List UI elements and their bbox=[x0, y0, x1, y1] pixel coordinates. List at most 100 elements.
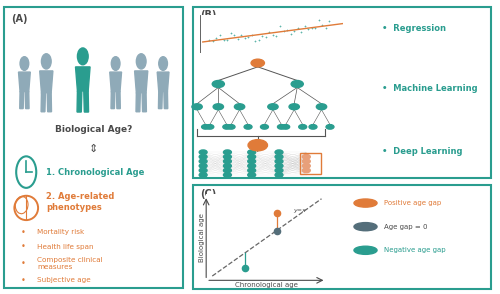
Circle shape bbox=[248, 173, 256, 177]
Point bbox=[272, 228, 280, 233]
Polygon shape bbox=[164, 91, 168, 108]
Circle shape bbox=[199, 159, 207, 163]
Point bbox=[280, 29, 287, 34]
Point bbox=[209, 39, 217, 44]
Circle shape bbox=[192, 104, 202, 110]
Polygon shape bbox=[41, 93, 46, 112]
Polygon shape bbox=[134, 71, 148, 93]
Circle shape bbox=[326, 125, 334, 129]
Text: ⇕: ⇕ bbox=[89, 144, 99, 154]
Polygon shape bbox=[76, 67, 90, 91]
Circle shape bbox=[248, 159, 256, 163]
Point bbox=[223, 37, 231, 42]
Circle shape bbox=[224, 173, 232, 177]
Point bbox=[290, 29, 298, 33]
Point bbox=[300, 24, 308, 29]
Text: •: • bbox=[21, 259, 25, 268]
Point bbox=[237, 33, 245, 37]
Point bbox=[297, 30, 305, 34]
Text: Positive age gap: Positive age gap bbox=[384, 200, 441, 206]
Circle shape bbox=[309, 125, 317, 129]
Point bbox=[226, 31, 234, 36]
Text: •: • bbox=[21, 228, 25, 237]
Circle shape bbox=[199, 173, 207, 177]
Point bbox=[241, 266, 249, 271]
Polygon shape bbox=[40, 71, 53, 93]
Circle shape bbox=[291, 81, 304, 88]
Text: Negative age gap: Negative age gap bbox=[384, 247, 446, 253]
Circle shape bbox=[199, 155, 207, 159]
Point bbox=[272, 34, 280, 39]
Polygon shape bbox=[110, 72, 122, 91]
Circle shape bbox=[213, 104, 224, 110]
Circle shape bbox=[275, 150, 283, 155]
Text: Mortality risk: Mortality risk bbox=[37, 229, 84, 235]
FancyBboxPatch shape bbox=[192, 185, 492, 290]
Circle shape bbox=[268, 104, 278, 110]
Circle shape bbox=[316, 104, 326, 110]
Text: Health life span: Health life span bbox=[37, 244, 94, 250]
Circle shape bbox=[224, 155, 232, 159]
Circle shape bbox=[251, 59, 264, 67]
Circle shape bbox=[302, 168, 310, 173]
Point bbox=[276, 24, 284, 29]
Point bbox=[212, 36, 220, 41]
Circle shape bbox=[354, 199, 377, 207]
Point bbox=[216, 33, 224, 37]
Point bbox=[308, 25, 316, 30]
FancyBboxPatch shape bbox=[4, 7, 183, 288]
Polygon shape bbox=[111, 91, 115, 108]
Text: Age gap = 0: Age gap = 0 bbox=[384, 224, 427, 230]
Point bbox=[272, 211, 280, 216]
Circle shape bbox=[224, 163, 232, 168]
Point bbox=[322, 26, 330, 31]
Circle shape bbox=[224, 168, 232, 173]
Y-axis label: Biological age: Biological age bbox=[199, 213, 205, 262]
Circle shape bbox=[227, 125, 235, 129]
Circle shape bbox=[278, 125, 285, 129]
Point bbox=[255, 38, 263, 42]
Text: (B): (B) bbox=[200, 10, 216, 20]
Circle shape bbox=[202, 125, 209, 129]
Text: 1. Chronological Age: 1. Chronological Age bbox=[46, 168, 144, 177]
FancyBboxPatch shape bbox=[192, 7, 492, 178]
Point bbox=[294, 26, 302, 31]
Text: •  Regression: • Regression bbox=[382, 24, 446, 33]
Text: 2. Age-related
phenotypes: 2. Age-related phenotypes bbox=[46, 192, 114, 212]
Circle shape bbox=[199, 168, 207, 173]
Circle shape bbox=[260, 125, 268, 129]
Circle shape bbox=[112, 57, 120, 70]
Circle shape bbox=[248, 140, 268, 151]
Polygon shape bbox=[20, 91, 24, 108]
Circle shape bbox=[206, 125, 214, 129]
Text: Biological Age?: Biological Age? bbox=[55, 125, 132, 133]
Circle shape bbox=[224, 159, 232, 163]
Circle shape bbox=[199, 150, 207, 155]
Circle shape bbox=[275, 155, 283, 159]
Point bbox=[315, 17, 323, 22]
Polygon shape bbox=[136, 93, 140, 112]
Text: •: • bbox=[21, 276, 25, 285]
Point bbox=[286, 32, 294, 37]
Polygon shape bbox=[25, 91, 29, 108]
Circle shape bbox=[248, 150, 256, 155]
Point bbox=[326, 19, 334, 24]
Polygon shape bbox=[158, 91, 162, 108]
Circle shape bbox=[275, 173, 283, 177]
Polygon shape bbox=[77, 91, 82, 112]
Circle shape bbox=[275, 159, 283, 163]
Point bbox=[258, 33, 266, 38]
Text: y=x: y=x bbox=[294, 208, 306, 213]
Point bbox=[206, 37, 214, 42]
Point bbox=[262, 34, 270, 39]
Circle shape bbox=[223, 125, 231, 129]
Point bbox=[312, 26, 320, 31]
Polygon shape bbox=[18, 72, 30, 91]
Circle shape bbox=[289, 104, 300, 110]
Text: Composite clinical
measures: Composite clinical measures bbox=[37, 257, 103, 270]
Circle shape bbox=[302, 163, 310, 168]
Circle shape bbox=[302, 155, 310, 159]
Point bbox=[220, 38, 228, 43]
Circle shape bbox=[302, 159, 310, 163]
Circle shape bbox=[275, 168, 283, 173]
